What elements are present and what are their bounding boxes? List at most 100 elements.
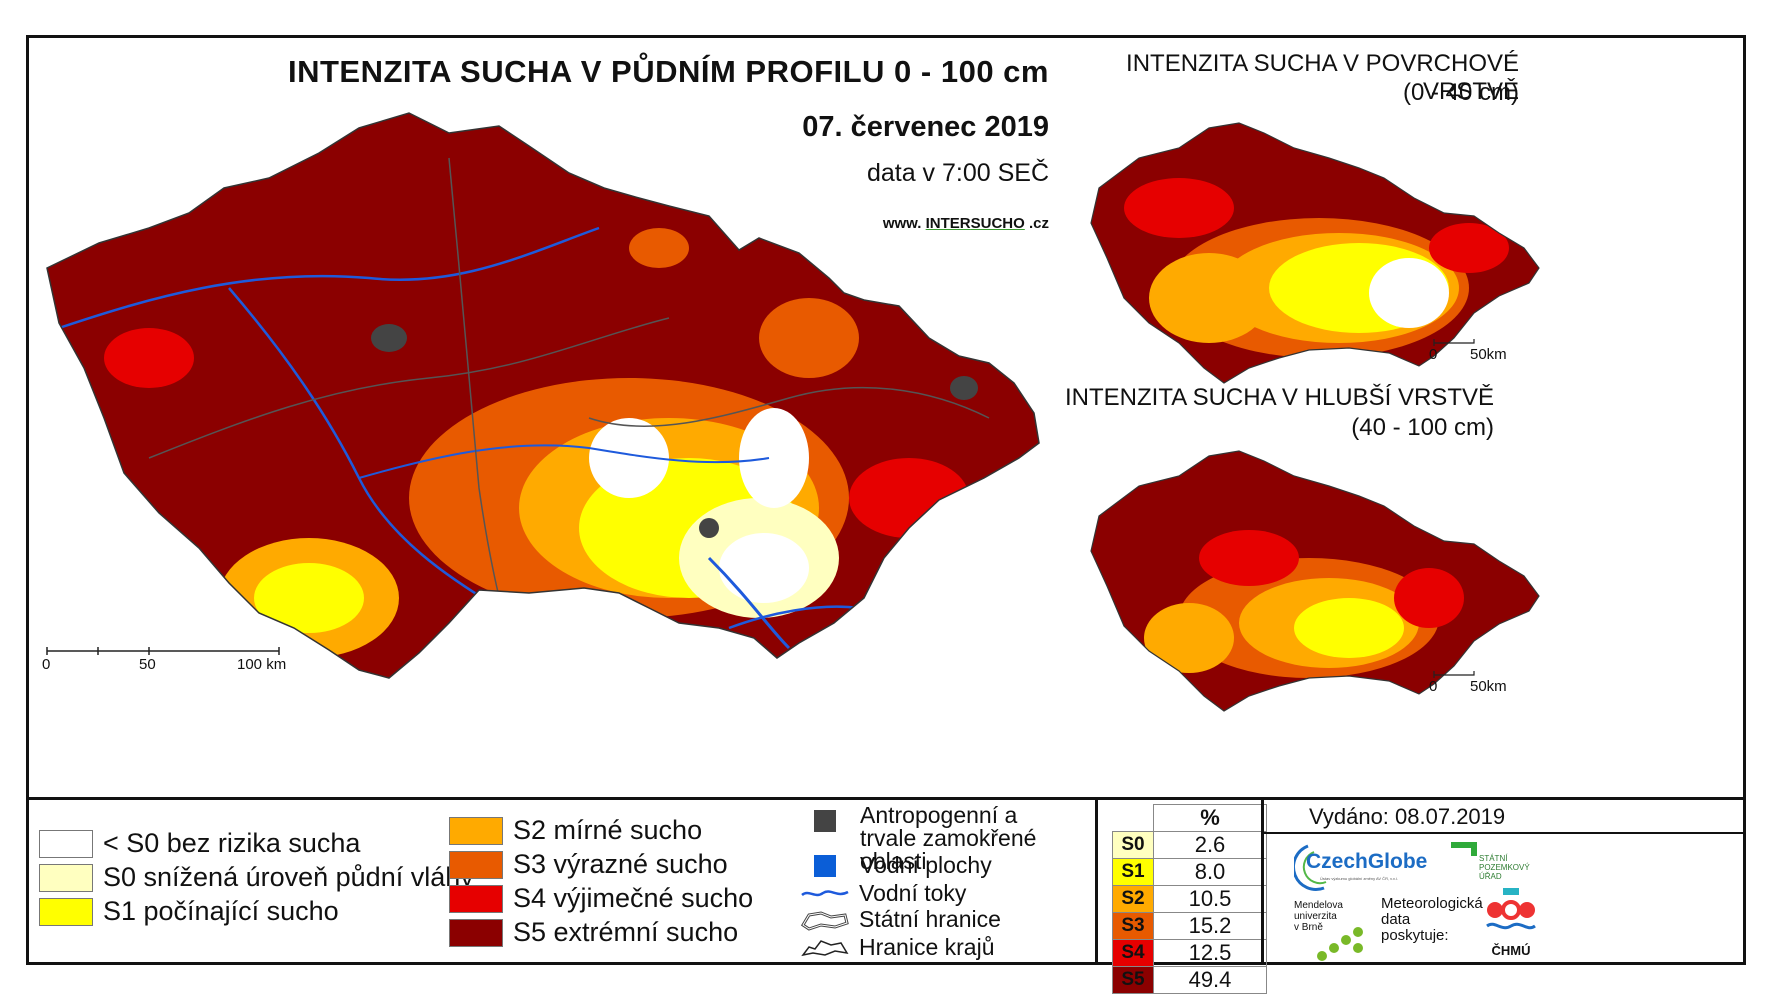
main-map-time: data v 7:00 SEČ — [866, 159, 1049, 187]
legend-item-s1: S1 počínající sucho — [39, 896, 339, 927]
spu-line-3: ÚŘAD — [1479, 872, 1502, 881]
main-scale-0: 0 — [42, 656, 51, 673]
table-row: S5 49.4 — [1112, 966, 1267, 994]
table-row: S3 15.2 — [1112, 912, 1267, 940]
percent-value-s3: 15.2 — [1153, 912, 1267, 940]
deep-scale-50: 50km — [1470, 678, 1507, 695]
legend-item-s5: S5 extrémní sucho — [449, 917, 738, 948]
legend-swatch-s2 — [449, 816, 503, 845]
meteo-text: Meteorologická data poskytuje: — [1381, 895, 1483, 956]
percent-code-s5: S5 — [1112, 966, 1154, 994]
legend-label-rivers: Vodní toky — [859, 880, 967, 906]
website-brand: INTERSUCHO — [926, 215, 1025, 232]
state-border-deep — [1090, 450, 1540, 712]
website-brand-b: SUCHO — [970, 215, 1025, 232]
legend-item-s0: S0 snížená úroveň půdní vláhy — [39, 862, 474, 893]
main-scale-100: 100 km — [237, 656, 287, 673]
legend-label-anthropogenic: Antropogenní a trvale zamokřené oblasti — [860, 802, 1037, 874]
chmu-icon — [1486, 888, 1536, 930]
surface-scale-0: 0 — [1429, 346, 1438, 363]
legend-item-s2: S2 mírné sucho — [449, 815, 702, 846]
legend-item-s3: S3 výrazné sucho — [449, 849, 728, 880]
surface-scale-50: 50km — [1470, 346, 1507, 363]
percent-value-s5: 49.4 — [1153, 966, 1267, 994]
legend-item-state-border: Státní hranice — [801, 906, 1001, 933]
mendelu-line-2: univerzita — [1294, 911, 1337, 922]
legend-label-none: < S0 bez rizika sucha — [103, 828, 361, 858]
main-map-title: INTENZITA SUCHA V PŮDNÍM PROFILU 0 - 100… — [288, 54, 1049, 89]
czechglobe-icon — [1292, 844, 1327, 891]
state-border-surface — [1090, 122, 1540, 384]
main-map-date: 07. červenec 2019 — [802, 111, 1049, 143]
deep-map-depth: (40 - 100 cm) — [1351, 414, 1494, 441]
percent-code-s0: S0 — [1112, 831, 1154, 859]
blue-wave-line-icon — [801, 889, 849, 896]
spu-text: STÁTNÍ POZEMKOVÝ ÚŘAD — [1479, 854, 1530, 881]
legend-item-water-bodies: Vodní plochy — [814, 852, 992, 879]
chmu-logo: ČHMÚ — [1483, 888, 1539, 958]
deep-drought-map — [1091, 451, 1539, 711]
spu-line-1: STÁTNÍ — [1479, 854, 1508, 863]
legend-item-s4: S4 výjimečné sucho — [449, 883, 753, 914]
meteo-line-1: Meteorologická — [1381, 895, 1483, 912]
meteo-line-3: poskytuje: — [1381, 927, 1449, 944]
percent-code-s4: S4 — [1112, 939, 1154, 967]
issued-date: Vydáno: 08.07.2019 — [1309, 804, 1506, 829]
legend-swatch-s5 — [449, 918, 503, 947]
percent-code-s3: S3 — [1112, 912, 1154, 940]
surface-map-title: INTENZITA SUCHA V POVRCHOVÉ VRSTVĚ — [1126, 50, 1519, 105]
website-prefix: www. — [882, 215, 922, 232]
mendelu-text: Mendelova univerzita v Brně — [1294, 900, 1384, 933]
mendelu-line-1: Mendelova — [1294, 900, 1343, 911]
mendelu-line-3: v Brně — [1294, 922, 1323, 933]
spu-bar-vertical-icon — [1471, 842, 1477, 856]
table-row: S0 2.6 — [1112, 831, 1267, 859]
blue-square-icon — [814, 854, 836, 877]
legend-item-region-border: Hranice krajů — [801, 934, 995, 961]
legend-divider-1 — [1095, 800, 1098, 962]
legend-label-s2: S2 mírné sucho — [513, 815, 703, 845]
deep-scale-bar — [1433, 671, 1475, 678]
legend-item-anthropogenic: Antropogenní a trvale zamokřené oblasti — [814, 804, 1064, 873]
table-row: S1 8.0 — [1112, 858, 1267, 886]
percent-table-header: % — [1113, 804, 1267, 832]
website-link[interactable]: www. INTERSUCHO .cz — [829, 215, 1049, 232]
legend-label-s1: S1 počínající sucho — [103, 896, 339, 926]
percent-value-s1: 8.0 — [1153, 858, 1267, 886]
map-frame: INTENZITA SUCHA V PŮDNÍM PROFILU 0 - 100… — [26, 35, 1746, 994]
surface-scale-bar — [1433, 339, 1475, 346]
legend-item-rivers: Vodní toky — [801, 880, 966, 907]
percent-value-s4: 12.5 — [1153, 939, 1267, 967]
meteo-line-2: data — [1381, 911, 1411, 928]
legend-swatch-s1 — [39, 897, 93, 926]
legend-divider-2 — [1261, 800, 1264, 962]
state-border-main — [46, 112, 1040, 679]
percent-value-s0: 2.6 — [1153, 831, 1267, 859]
spu-logo: STÁTNÍ POZEMKOVÝ ÚŘAD — [1451, 842, 1531, 892]
legend-swatch-s0 — [39, 863, 93, 892]
table-row: S4 12.5 — [1112, 939, 1267, 967]
legend-label-s4: S4 výjimečné sucho — [513, 883, 754, 913]
spu-line-2: POZEMKOVÝ — [1479, 863, 1530, 872]
legend-label-region-border: Hranice krajů — [859, 934, 995, 960]
czechglobe-name: CzechGlobe — [1306, 850, 1428, 873]
map-panel: INTENZITA SUCHA V PŮDNÍM PROFILU 0 - 100… — [29, 38, 1743, 797]
percent-header-blank — [1113, 805, 1154, 832]
double-border-line-icon — [801, 910, 849, 931]
legend-label-s0: S0 snížená úroveň půdní vláhy — [103, 862, 474, 892]
single-border-line-icon — [801, 939, 849, 956]
percent-table: % S0 2.6 S1 8.0 S2 10.5 S3 15.2 S4 12.5 — [1112, 804, 1267, 994]
mendelu-logo: Mendelova univerzita v Brně — [1294, 900, 1384, 961]
percent-value-s2: 10.5 — [1153, 885, 1267, 913]
map-canvas — [46, 112, 1540, 712]
legend-swatch-s4 — [449, 884, 503, 913]
spu-bar-icon — [1451, 842, 1477, 848]
legend-label-s3: S3 výrazné sucho — [513, 849, 728, 879]
legend-panel: < S0 bez rizika sucha S0 snížená úroveň … — [29, 797, 1743, 994]
percent-code-s2: S2 — [1112, 885, 1154, 913]
credits-divider — [1264, 832, 1743, 834]
deep-map-title: INTENZITA SUCHA V HLUBŠÍ VRSTVĚ — [1065, 384, 1494, 411]
legend-label-water-bodies: Vodní plochy — [860, 852, 992, 878]
legend-swatch-none — [39, 829, 93, 858]
czechglobe-subtitle: Ústav výzkumu globální změny AV ČR, v.v.… — [1320, 876, 1398, 881]
